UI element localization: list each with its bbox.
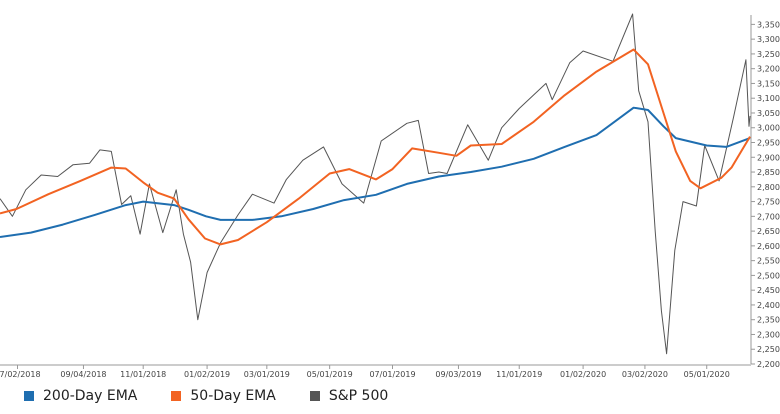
legend-item-50-day-ema[interactable]: 50-Day EMA — [171, 388, 276, 404]
y-tick-label: 2,950 — [757, 139, 780, 148]
y-tick-label: 2,850 — [757, 168, 780, 177]
x-tick-label: 03/02/2020 — [622, 370, 668, 379]
x-tick-label: 05/01/2020 — [684, 370, 730, 379]
y-axis: 2,200 2,250 2,300 2,350 2,400 2,450 2,500 2,550… — [750, 15, 780, 369]
y-tick-label: 2,250 — [757, 345, 780, 354]
x-tick-label: 01/02/2020 — [560, 370, 606, 379]
x-tick-label: 09/03/2019 — [435, 370, 481, 379]
series-line-sp-500 — [0, 13, 751, 355]
series-line-50-day-ema — [0, 48, 751, 246]
x-tick-label: 05/01/2019 — [307, 370, 353, 379]
x-tick-label: 09/04/2018 — [60, 370, 106, 379]
y-tick-label: 2,300 — [757, 330, 780, 339]
legend-item-200-day-ema[interactable]: 200-Day EMA — [24, 388, 137, 404]
y-tick-label: 3,350 — [757, 20, 780, 29]
y-tick-label: 3,200 — [757, 65, 780, 74]
x-tick-label: 11/01/2019 — [496, 370, 542, 379]
legend-label-sp-500: S&P 500 — [328, 388, 389, 404]
y-tick-label: 3,300 — [757, 35, 780, 44]
y-tick-label: 2,800 — [757, 183, 780, 192]
legend: 200-Day EMA 50-Day EMA S&P 500 — [24, 388, 388, 404]
legend-swatch-50-day-ema — [171, 391, 182, 401]
series-line-200-day-ema — [0, 106, 751, 238]
y-tick-label: 2,500 — [757, 271, 780, 280]
y-tick-label: 2,700 — [757, 212, 780, 221]
legend-swatch-200-day-ema — [24, 391, 34, 401]
legend-swatch-sp-500 — [309, 391, 320, 401]
legend-label-50-day-ema: 50-Day EMA — [190, 388, 276, 404]
y-tick-label: 2,750 — [757, 198, 780, 207]
x-tick-label: 11/01/2018 — [120, 370, 166, 379]
chart: 2,200 2,250 2,300 2,350 2,400 2,450 2,500 2,550… — [0, 13, 780, 379]
series-lines — [0, 13, 751, 355]
legend-item-sp-500[interactable]: S&P 500 — [309, 388, 389, 404]
y-tick-label: 3,250 — [757, 50, 780, 59]
x-tick-label: 07/01/2019 — [369, 370, 415, 379]
y-tick-label: 2,400 — [757, 301, 780, 310]
x-tick-label: 07/02/2018 — [0, 370, 41, 379]
y-tick-label: 2,350 — [757, 316, 780, 325]
y-tick-label: 2,650 — [757, 227, 780, 236]
x-axis: 07/02/2018 09/04/2018 11/01/2018 01/02/2019… — [0, 364, 751, 379]
y-tick-label: 2,600 — [757, 242, 780, 251]
x-tick-label: 01/02/2019 — [184, 370, 230, 379]
x-tick-label: 03/01/2019 — [244, 370, 290, 379]
y-tick-label: 3,050 — [757, 109, 780, 118]
y-tick-label: 2,450 — [757, 286, 780, 295]
y-tick-label: 2,200 — [757, 360, 780, 369]
y-tick-label: 2,900 — [757, 153, 780, 162]
legend-label-200-day-ema: 200-Day EMA — [43, 388, 138, 404]
y-tick-label: 3,100 — [757, 94, 780, 103]
y-tick-label: 3,150 — [757, 79, 780, 88]
y-tick-label: 2,550 — [757, 257, 780, 266]
y-tick-label: 3,000 — [757, 124, 780, 133]
